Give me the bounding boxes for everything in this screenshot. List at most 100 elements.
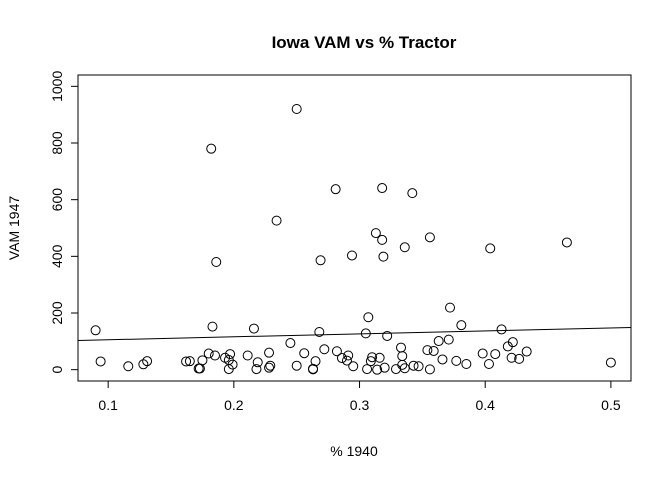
data-point xyxy=(372,364,383,375)
chart-title: Iowa VAM vs % Tractor xyxy=(272,33,457,52)
data-point xyxy=(346,250,357,261)
x-tick-label: 0.4 xyxy=(475,397,495,413)
data-point xyxy=(264,362,275,373)
data-point xyxy=(197,355,208,366)
data-point xyxy=(206,143,217,154)
data-point xyxy=(248,323,259,334)
y-tick-label: 0 xyxy=(49,366,65,374)
data-point xyxy=(413,361,424,372)
data-point xyxy=(308,364,319,375)
y-tick-label: 200 xyxy=(49,301,65,325)
plot-frame xyxy=(77,74,632,382)
x-tick-label: 0.5 xyxy=(601,397,621,413)
data-point xyxy=(437,354,448,365)
data-point xyxy=(367,352,378,363)
data-point xyxy=(605,357,616,368)
data-point xyxy=(319,344,330,355)
data-point xyxy=(424,364,435,375)
data-point xyxy=(365,356,376,367)
x-axis: 0.1 0.2 0.3 0.4 0.5 xyxy=(98,380,621,413)
data-point xyxy=(374,352,385,363)
x-axis-label: % 1940 xyxy=(330,443,378,459)
data-point xyxy=(271,215,282,226)
data-point xyxy=(379,362,390,373)
data-point xyxy=(299,348,310,359)
data-point xyxy=(514,353,525,364)
data-point xyxy=(443,334,454,345)
y-tick-label: 400 xyxy=(49,244,65,268)
data-point xyxy=(203,348,214,359)
data-point xyxy=(477,348,488,359)
data-point xyxy=(561,237,572,248)
data-point xyxy=(336,353,347,364)
data-point xyxy=(142,356,153,367)
x-tick-label: 0.3 xyxy=(350,397,370,413)
data-point xyxy=(90,325,101,336)
data-point xyxy=(315,255,326,266)
y-tick-label: 600 xyxy=(49,188,65,212)
data-point xyxy=(390,364,401,375)
data-point xyxy=(433,336,444,347)
data-point xyxy=(451,355,462,366)
data-point xyxy=(483,359,494,369)
data-point xyxy=(265,360,276,371)
data-points xyxy=(90,104,616,375)
x-tick-label: 0.1 xyxy=(98,397,118,413)
data-point xyxy=(242,350,253,361)
data-point xyxy=(377,234,388,245)
y-tick-label: 800 xyxy=(49,131,65,155)
data-point xyxy=(399,242,410,253)
data-point xyxy=(461,359,472,369)
data-point xyxy=(496,324,507,335)
data-point xyxy=(252,357,263,368)
data-point xyxy=(407,188,418,199)
data-point xyxy=(363,312,374,323)
data-point xyxy=(370,228,381,239)
data-point xyxy=(285,338,296,349)
data-point xyxy=(314,326,325,337)
y-tick-label: 1000 xyxy=(49,71,65,102)
data-point xyxy=(506,352,517,363)
data-point xyxy=(225,349,236,360)
data-point xyxy=(397,351,408,362)
data-point xyxy=(123,361,134,372)
data-point xyxy=(490,349,501,360)
data-point xyxy=(343,350,354,361)
y-axis-label: VAM 1947 xyxy=(6,196,22,261)
y-axis: 0 200 400 600 800 1000 xyxy=(49,71,79,374)
data-point xyxy=(382,330,393,341)
data-point xyxy=(348,361,359,372)
data-point xyxy=(360,328,371,339)
data-point xyxy=(330,184,341,195)
data-point xyxy=(485,243,496,254)
data-point xyxy=(291,104,302,114)
data-point xyxy=(207,321,218,332)
data-point xyxy=(209,350,220,361)
regression-line xyxy=(77,326,632,341)
data-point xyxy=(138,359,149,370)
data-point xyxy=(396,342,407,353)
x-tick-label: 0.2 xyxy=(224,397,244,413)
data-point xyxy=(362,364,373,375)
data-point xyxy=(184,356,195,367)
data-point xyxy=(211,257,222,267)
data-point xyxy=(377,183,388,194)
data-point xyxy=(456,320,467,331)
data-point xyxy=(428,345,439,356)
data-point xyxy=(95,356,106,367)
data-point xyxy=(341,355,352,366)
data-point xyxy=(223,364,234,375)
data-point xyxy=(422,345,433,356)
data-point xyxy=(445,302,456,313)
data-point xyxy=(181,356,192,367)
data-point xyxy=(378,251,389,262)
data-point xyxy=(251,364,262,375)
data-point xyxy=(331,346,342,357)
data-point xyxy=(424,232,435,243)
data-point xyxy=(291,360,302,371)
data-point xyxy=(521,346,532,357)
data-point xyxy=(194,363,205,374)
data-point xyxy=(502,341,513,352)
data-point xyxy=(264,347,275,358)
